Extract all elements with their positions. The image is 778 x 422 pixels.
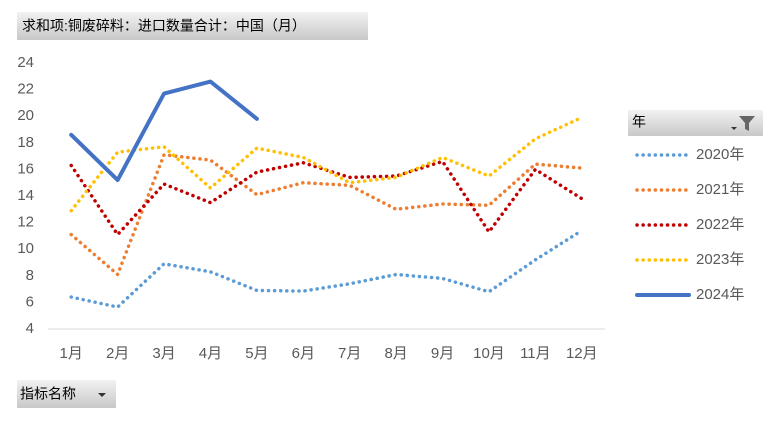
line-series — [69, 79, 259, 183]
y-tick-label: 10 — [17, 240, 34, 257]
x-tick-label: 4月 — [199, 345, 222, 362]
x-tick-label: 6月 — [292, 345, 315, 362]
y-tick-label: 20 — [17, 107, 34, 124]
dropdown-icon — [98, 393, 106, 397]
x-tick-label: 5月 — [245, 345, 268, 362]
legend-label: 2022年 — [696, 216, 744, 233]
axis-field-label: 指标名称 — [20, 386, 76, 402]
legend-label: 2023年 — [696, 251, 744, 268]
line-series — [69, 115, 584, 213]
x-tick-label: 10月 — [473, 345, 505, 362]
chart-title: 求和项:铜废碎料：进口数量合计：中国（月） — [22, 18, 306, 34]
value-field-button[interactable]: 求和项:铜废碎料：进口数量合计：中国（月） — [17, 12, 368, 40]
x-tick-label: 12月 — [566, 345, 598, 362]
legend-title: 年 — [632, 114, 646, 130]
dropdown-icon — [731, 127, 737, 130]
y-tick-label: 24 — [17, 54, 34, 71]
y-tick-label: 16 — [17, 160, 34, 177]
y-tick-label: 14 — [17, 187, 34, 204]
x-tick-label: 9月 — [431, 345, 454, 362]
x-tick-label: 8月 — [384, 345, 407, 362]
x-tick-label: 1月 — [60, 345, 83, 362]
axis-field-button[interactable]: 指标名称 — [17, 380, 116, 408]
x-tick-label: 11月 — [520, 345, 551, 362]
legend-label: 2021年 — [696, 181, 744, 198]
legend-header-bg — [628, 110, 763, 136]
x-tick-label: 2月 — [106, 345, 129, 362]
y-tick-label: 22 — [17, 81, 34, 98]
y-tick-label: 4 — [26, 320, 34, 337]
legend-header[interactable]: 年 — [628, 110, 763, 136]
legend-label: 2024年 — [696, 286, 744, 303]
y-tick-label: 12 — [17, 214, 34, 231]
legend-label: 2020年 — [696, 146, 744, 163]
line-series — [69, 152, 584, 278]
x-tick-label: 7月 — [338, 345, 361, 362]
line-series — [69, 159, 584, 238]
x-tick-label: 3月 — [152, 345, 175, 362]
y-tick-label: 8 — [26, 267, 34, 284]
y-tick-label: 18 — [17, 134, 34, 151]
line-series — [69, 228, 584, 309]
y-tick-label: 6 — [26, 293, 34, 310]
button-bg — [17, 12, 368, 40]
filter-icon — [739, 116, 755, 131]
